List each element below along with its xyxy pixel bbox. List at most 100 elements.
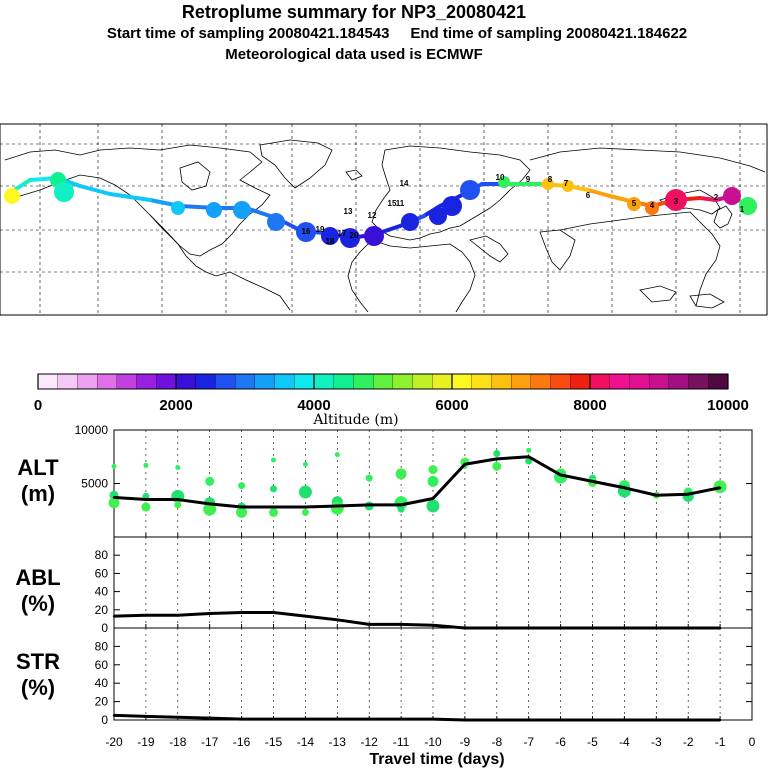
track-marker [364, 226, 384, 246]
alt-scatter-point [175, 464, 181, 470]
abl-data-point [112, 614, 116, 618]
track-day-label: 19 [316, 225, 325, 234]
x-tick-label: 0 [749, 735, 756, 749]
colorbar-ticks: 0 2000 4000 6000 8000 10000 [34, 374, 749, 414]
alt-scatter-point [493, 450, 501, 458]
str-data-point [527, 718, 530, 722]
track-marker [627, 197, 641, 211]
colorbar-cell [629, 373, 650, 390]
x-tick-label: -2 [683, 735, 694, 749]
str-data-point [431, 717, 435, 721]
met-data-source: Meteorological data used is ECMWF [225, 46, 483, 63]
abl-data-point [176, 614, 179, 617]
alt-unit: (m) [21, 481, 55, 506]
x-tick-label: -1 [715, 735, 726, 749]
str-data-point [208, 716, 211, 720]
y-tick-label: 0 [101, 621, 108, 635]
x-tick-label: -13 [329, 735, 347, 749]
colorbar-cell [234, 373, 256, 390]
str-unit: (%) [21, 675, 55, 700]
track-day-label: 13 [344, 207, 353, 216]
x-tick-label: -17 [201, 735, 219, 749]
abl-label: ABL [15, 565, 60, 590]
alt-data-point [144, 498, 148, 501]
track-marker [429, 207, 447, 225]
colorbar-cell [432, 373, 453, 390]
alt-scatter-point [334, 452, 340, 458]
y-tick-label: 80 [95, 548, 109, 562]
track-segment [78, 184, 112, 196]
altitude-colorbar: 0 2000 4000 6000 8000 10000 Altitude (m) [34, 373, 749, 428]
colorbar-cell [215, 373, 236, 390]
track-marker [54, 182, 74, 202]
abl-data-point [208, 612, 211, 615]
alt-scatter-point [301, 508, 309, 516]
x-tick-label: -15 [265, 735, 283, 749]
str-data-point [559, 718, 562, 722]
y-tick-label: 0 [101, 713, 108, 727]
colorbar-cell [491, 373, 512, 390]
abl-data-point [431, 624, 435, 627]
colorbar-tick-label: 2000 [159, 397, 192, 414]
str-data-point [591, 718, 594, 722]
alt-scatter-point [271, 457, 276, 463]
alt-data-point [718, 486, 722, 489]
colorbar-cell [372, 373, 394, 390]
abl-data-point [272, 611, 275, 614]
x-tick-label: -7 [523, 735, 534, 749]
str-data-point [112, 714, 116, 717]
abl-data-point [240, 611, 243, 614]
str-label: STR [16, 649, 60, 674]
x-tick-label: -9 [460, 735, 471, 749]
track-marker [321, 227, 339, 245]
str-data-point [687, 718, 690, 722]
colorbar-cell [412, 373, 433, 390]
track-day-label: 3 [674, 197, 679, 206]
track-day-label: 6 [586, 191, 591, 200]
x-tick-label: -4 [619, 735, 630, 749]
str-data-point [495, 718, 498, 722]
alt-scatter-point [269, 507, 278, 517]
str-data-point [336, 717, 339, 721]
track-day-label: 10 [496, 173, 505, 182]
track-day-label: 8 [548, 175, 553, 184]
continent-outlines [4, 139, 766, 313]
x-tick-label: -14 [297, 735, 315, 749]
track-marker [340, 228, 360, 248]
x-tick-label: -8 [491, 735, 502, 749]
abl-data-point [144, 614, 148, 617]
track-marker [665, 189, 687, 211]
x-tick-label: -6 [555, 735, 566, 749]
y-tick-label: 20 [95, 695, 109, 709]
panel-labels: ALT (m) ABL (%) STR (%) [15, 455, 60, 700]
colorbar-cell [294, 373, 315, 390]
track-day-label: 17 [338, 229, 347, 238]
track-day-label: 4 [650, 201, 655, 210]
alt-scatter-point [426, 499, 440, 513]
colorbar-cell [668, 373, 690, 390]
str-data-point [718, 718, 722, 722]
str-data-point [463, 718, 467, 722]
abl-data-point [368, 623, 371, 626]
colorbar-cell [333, 373, 354, 390]
colorbar-cell [254, 373, 276, 390]
track-marker [233, 201, 251, 219]
colorbar-cell [96, 373, 118, 390]
panel-alt: 5000 10000 [75, 423, 753, 538]
track-day-label: 2 [714, 193, 719, 202]
alt-scatter-point [111, 463, 117, 469]
str-data-point [272, 717, 275, 721]
track-marker [498, 176, 510, 188]
alt-scatter-point [526, 447, 532, 453]
track-marker [206, 202, 222, 218]
x-tick-label: -3 [651, 735, 662, 749]
colorbar-cell [392, 373, 414, 390]
alt-data-point [304, 505, 307, 509]
alt-scatter-point [302, 461, 308, 467]
map-graticule [0, 124, 767, 315]
alt-scatter-point [397, 505, 405, 513]
colorbar-cell [451, 373, 473, 390]
